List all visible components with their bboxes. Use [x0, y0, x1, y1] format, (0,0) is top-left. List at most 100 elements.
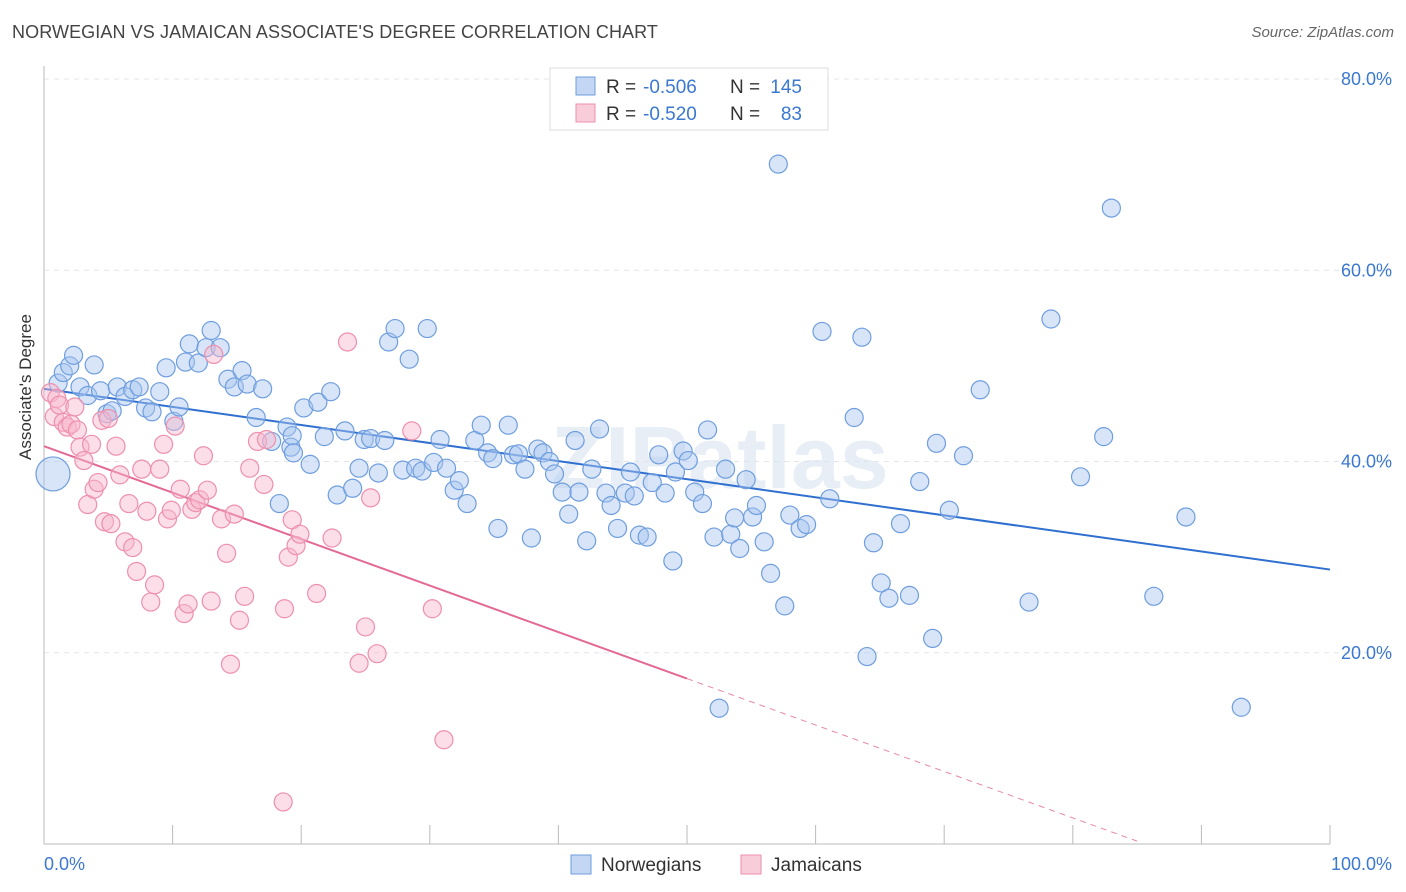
jamaican-point: [355, 617, 376, 637]
norwegian-point: [685, 482, 705, 502]
norwegian-point: [559, 504, 579, 524]
legend-r-label: R =: [606, 77, 636, 98]
jamaican-point: [322, 528, 342, 548]
norwegian-point: [704, 527, 724, 547]
y-tick-label: 60.0%: [1341, 260, 1392, 280]
source-label: Source: ZipAtlas.com: [1251, 24, 1394, 41]
norwegian-point: [314, 427, 334, 447]
norwegian-point: [796, 515, 817, 535]
norwegian-points: [35, 154, 1251, 718]
x-tick-label: 100.0%: [1331, 854, 1392, 874]
norwegian-point: [308, 392, 328, 412]
legend-n-label: N =: [730, 104, 760, 125]
norwegian-point: [368, 463, 388, 483]
jamaican-point: [273, 792, 293, 812]
legend-swatch: [575, 103, 596, 123]
norwegian-point: [169, 397, 189, 417]
norwegian-point: [449, 471, 469, 491]
jamaican-point: [422, 599, 442, 619]
norwegian-point: [1019, 592, 1039, 612]
norwegian-point: [742, 507, 763, 527]
bottom-legend-label: Jamaicans: [771, 855, 862, 876]
norwegian-point: [624, 486, 644, 506]
jamaican-point: [220, 654, 241, 674]
norwegian-point: [692, 493, 713, 514]
norwegian-point: [539, 451, 559, 472]
norwegian-point: [565, 430, 585, 451]
norwegian-point: [361, 428, 381, 449]
norwegian-point: [844, 407, 864, 428]
tick-labels: 20.0% 40.0% 60.0% 80.0% 0.0% 100.0%: [44, 69, 1392, 874]
jamaican-point: [170, 479, 190, 499]
jamaican-point: [307, 583, 327, 604]
jamaican-point: [286, 536, 306, 556]
jamaican-point: [106, 436, 126, 456]
norwegian-point: [253, 379, 273, 399]
norwegian-point: [115, 386, 135, 407]
jamaican-point: [137, 501, 157, 521]
norwegian-point: [768, 154, 788, 174]
norwegian-point: [649, 445, 669, 465]
jamaican-point: [349, 653, 369, 673]
jamaican-point: [98, 408, 118, 429]
norwegian-point: [673, 441, 693, 461]
norwegian-point: [294, 398, 314, 418]
norwegian-point: [201, 320, 221, 341]
norwegian-point: [857, 646, 877, 667]
norwegian-point: [156, 358, 176, 378]
norwegian-point: [812, 321, 832, 342]
norwegian-point: [150, 382, 170, 402]
norwegian-point: [483, 449, 503, 469]
jamaican-point: [165, 416, 185, 436]
legend-r-label: R =: [606, 104, 636, 125]
norwegian-point: [820, 489, 840, 509]
norwegian-point: [1101, 198, 1121, 218]
jamaican-point: [217, 543, 237, 563]
jamaican-point: [290, 524, 310, 544]
norwegian-point: [349, 458, 369, 478]
bottom-legend-label: Norwegians: [601, 855, 701, 876]
trend-lines: [43, 387, 1331, 842]
norwegian-point: [488, 518, 508, 539]
norwegian-point: [970, 380, 990, 400]
jamaican-point: [123, 537, 143, 558]
jamaican-point: [361, 488, 381, 508]
norwegian-point: [354, 429, 374, 450]
jamaican-point: [278, 547, 298, 567]
jamaican-point: [144, 575, 165, 595]
legend-swatch: [575, 76, 596, 96]
bottom-legend-swatch: [570, 854, 592, 875]
jamaican-point: [126, 561, 147, 582]
jamaican-point: [240, 458, 260, 478]
norwegian-point: [655, 483, 675, 503]
jamaican-point: [274, 599, 295, 619]
norwegian-point: [35, 456, 71, 492]
norwegian-point: [721, 524, 741, 544]
jamaican-point: [174, 603, 194, 624]
jamaican-point: [367, 644, 387, 664]
jamaican-points: [40, 332, 454, 812]
norwegian-point: [269, 493, 289, 514]
jamaican-point: [201, 591, 221, 611]
jamaican-point: [74, 450, 94, 471]
norwegian-trend-line: [43, 387, 1331, 571]
norwegian-point: [1070, 467, 1091, 487]
norwegian-point: [1144, 586, 1164, 606]
jamaican-point: [235, 586, 255, 606]
norwegian-point: [879, 588, 899, 608]
norwegian-point: [746, 495, 767, 516]
norwegian-point: [335, 421, 355, 441]
jamaican-trend-line: [43, 445, 688, 680]
norwegian-point: [754, 532, 774, 552]
norwegian-point: [709, 698, 729, 718]
norwegian-point: [63, 345, 84, 365]
jamaican-point: [65, 397, 85, 417]
norwegian-point: [1176, 507, 1196, 527]
norwegian-point: [899, 585, 920, 605]
norwegian-point: [544, 464, 565, 484]
norwegian-point: [375, 430, 395, 451]
norwegian-point: [607, 518, 628, 539]
norwegian-point: [60, 356, 80, 376]
x-tick-label: 0.0%: [44, 854, 85, 874]
